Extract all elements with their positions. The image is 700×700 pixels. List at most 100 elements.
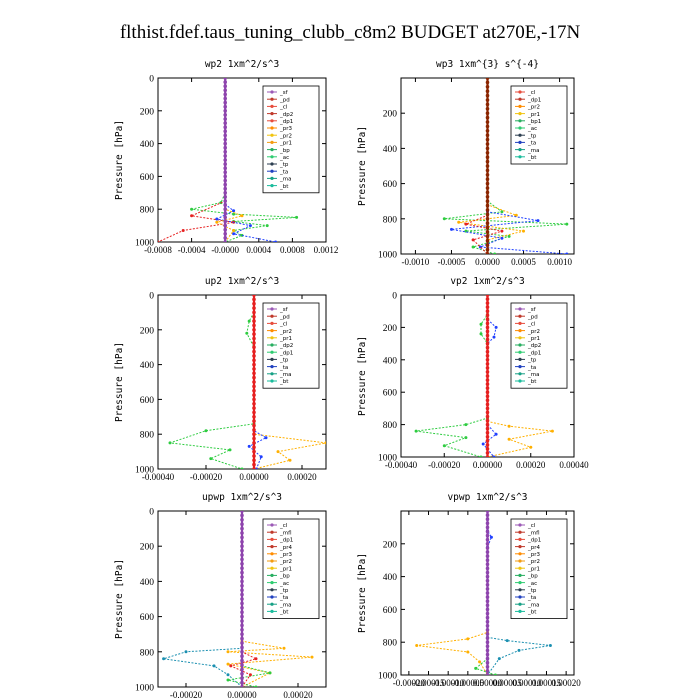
- legend-marker: [518, 559, 522, 563]
- series-point: [485, 374, 490, 378]
- series-point: [223, 195, 227, 199]
- legend-box: [262, 85, 320, 194]
- series-point: [232, 232, 236, 236]
- series-point: [414, 429, 418, 433]
- legend-label: _bp: [279, 148, 290, 154]
- y-tick-label: 800: [383, 421, 398, 431]
- y-tick-label: 600: [383, 389, 398, 399]
- legend-label: _pd: [527, 314, 538, 320]
- x-tick-label: 0.00005: [493, 678, 523, 688]
- series-point: [254, 657, 258, 661]
- legend-label: _pr3: [527, 552, 541, 558]
- series-point: [252, 380, 256, 384]
- series-point: [240, 544, 244, 548]
- series-point: [500, 236, 504, 240]
- series-point: [223, 186, 227, 191]
- series-point: [485, 107, 490, 111]
- y-tick-label: 200: [383, 540, 398, 550]
- chart-title: upwp 1xm^2/s^3: [202, 492, 282, 503]
- series-point: [485, 435, 490, 439]
- legend-label: _ta: [527, 365, 536, 371]
- legend-marker: [270, 573, 274, 578]
- series-point: [485, 85, 490, 89]
- legend-label: _ma: [527, 372, 539, 378]
- series-point: [485, 426, 490, 431]
- series-point: [485, 317, 490, 322]
- series-point: [252, 341, 256, 345]
- series-point: [223, 178, 227, 183]
- series-point: [240, 588, 244, 592]
- series-point: [485, 111, 490, 115]
- y-tick-label: 800: [383, 215, 398, 225]
- series-point: [485, 203, 490, 208]
- series-point: [274, 240, 278, 242]
- legend-marker: [270, 357, 274, 361]
- series-point: [252, 410, 256, 415]
- series-point: [485, 146, 490, 151]
- series-point: [240, 570, 244, 575]
- series-point: [485, 640, 490, 644]
- series-point: [485, 217, 490, 221]
- series-point: [466, 637, 470, 641]
- series-point: [529, 445, 533, 449]
- series-point: [485, 595, 490, 599]
- y-tick-label: 800: [140, 431, 155, 441]
- series-point: [485, 378, 490, 382]
- series-point: [240, 535, 244, 540]
- legend-label: _dp1: [527, 538, 541, 544]
- legend-marker: [518, 365, 522, 369]
- legend-marker: [518, 321, 522, 325]
- series-point: [240, 610, 244, 614]
- series-point: [252, 388, 256, 393]
- y-tick-label: 200: [140, 107, 155, 117]
- legend-marker: [518, 133, 522, 137]
- series-line: [163, 511, 243, 687]
- series-point: [485, 382, 490, 386]
- legend-label: _ma: [279, 602, 291, 608]
- series-point: [485, 451, 490, 455]
- series-point: [485, 155, 490, 159]
- series-point: [485, 587, 490, 591]
- legend-marker: [518, 566, 522, 570]
- series-point: [240, 663, 244, 667]
- series-point: [223, 129, 227, 134]
- legend-label: _tp: [527, 358, 537, 364]
- chart-panel-4: upwp 1xm^2/s^3 Pressure [hPa] 0 200 400 600 80…: [114, 492, 327, 700]
- series-point: [500, 210, 504, 214]
- legend-marker: [518, 307, 522, 311]
- series-point: [485, 570, 490, 575]
- series-point: [240, 584, 244, 588]
- series-point: [252, 323, 256, 328]
- legend-label: _ac: [279, 581, 289, 587]
- x-tick-label: -0.00040: [385, 460, 418, 470]
- series-point: [485, 648, 490, 653]
- series-point: [240, 614, 244, 619]
- x-tick-label: 0.0005: [511, 257, 536, 267]
- legend-label: _pr2: [279, 133, 292, 139]
- x-tick-label: -0.00020: [170, 690, 203, 700]
- series-point: [212, 664, 216, 668]
- series-point: [240, 597, 244, 601]
- series-point: [252, 415, 256, 419]
- legend-marker: [518, 97, 522, 101]
- series-point: [223, 232, 227, 236]
- series-point: [485, 386, 490, 390]
- legend-label: _ta: [279, 365, 288, 371]
- series-point: [485, 603, 490, 608]
- series-point: [457, 220, 461, 224]
- series-point: [485, 370, 490, 374]
- series-point: [240, 650, 244, 654]
- y-tick-label: 800: [383, 639, 398, 649]
- x-tick-label: -0.00040: [142, 472, 175, 482]
- series-point: [466, 650, 470, 654]
- series-point: [252, 432, 256, 437]
- series-point: [485, 295, 490, 297]
- series-point: [485, 305, 490, 309]
- series-point: [485, 546, 490, 550]
- chart-title: vpwp 1xm^2/s^3: [447, 492, 527, 503]
- legend-marker: [270, 379, 274, 383]
- x-tick-label: -0.00005: [452, 678, 485, 688]
- y-axis-label: Pressure [hPa]: [357, 126, 368, 206]
- series-point: [248, 224, 252, 228]
- y-tick-label: 400: [383, 145, 398, 155]
